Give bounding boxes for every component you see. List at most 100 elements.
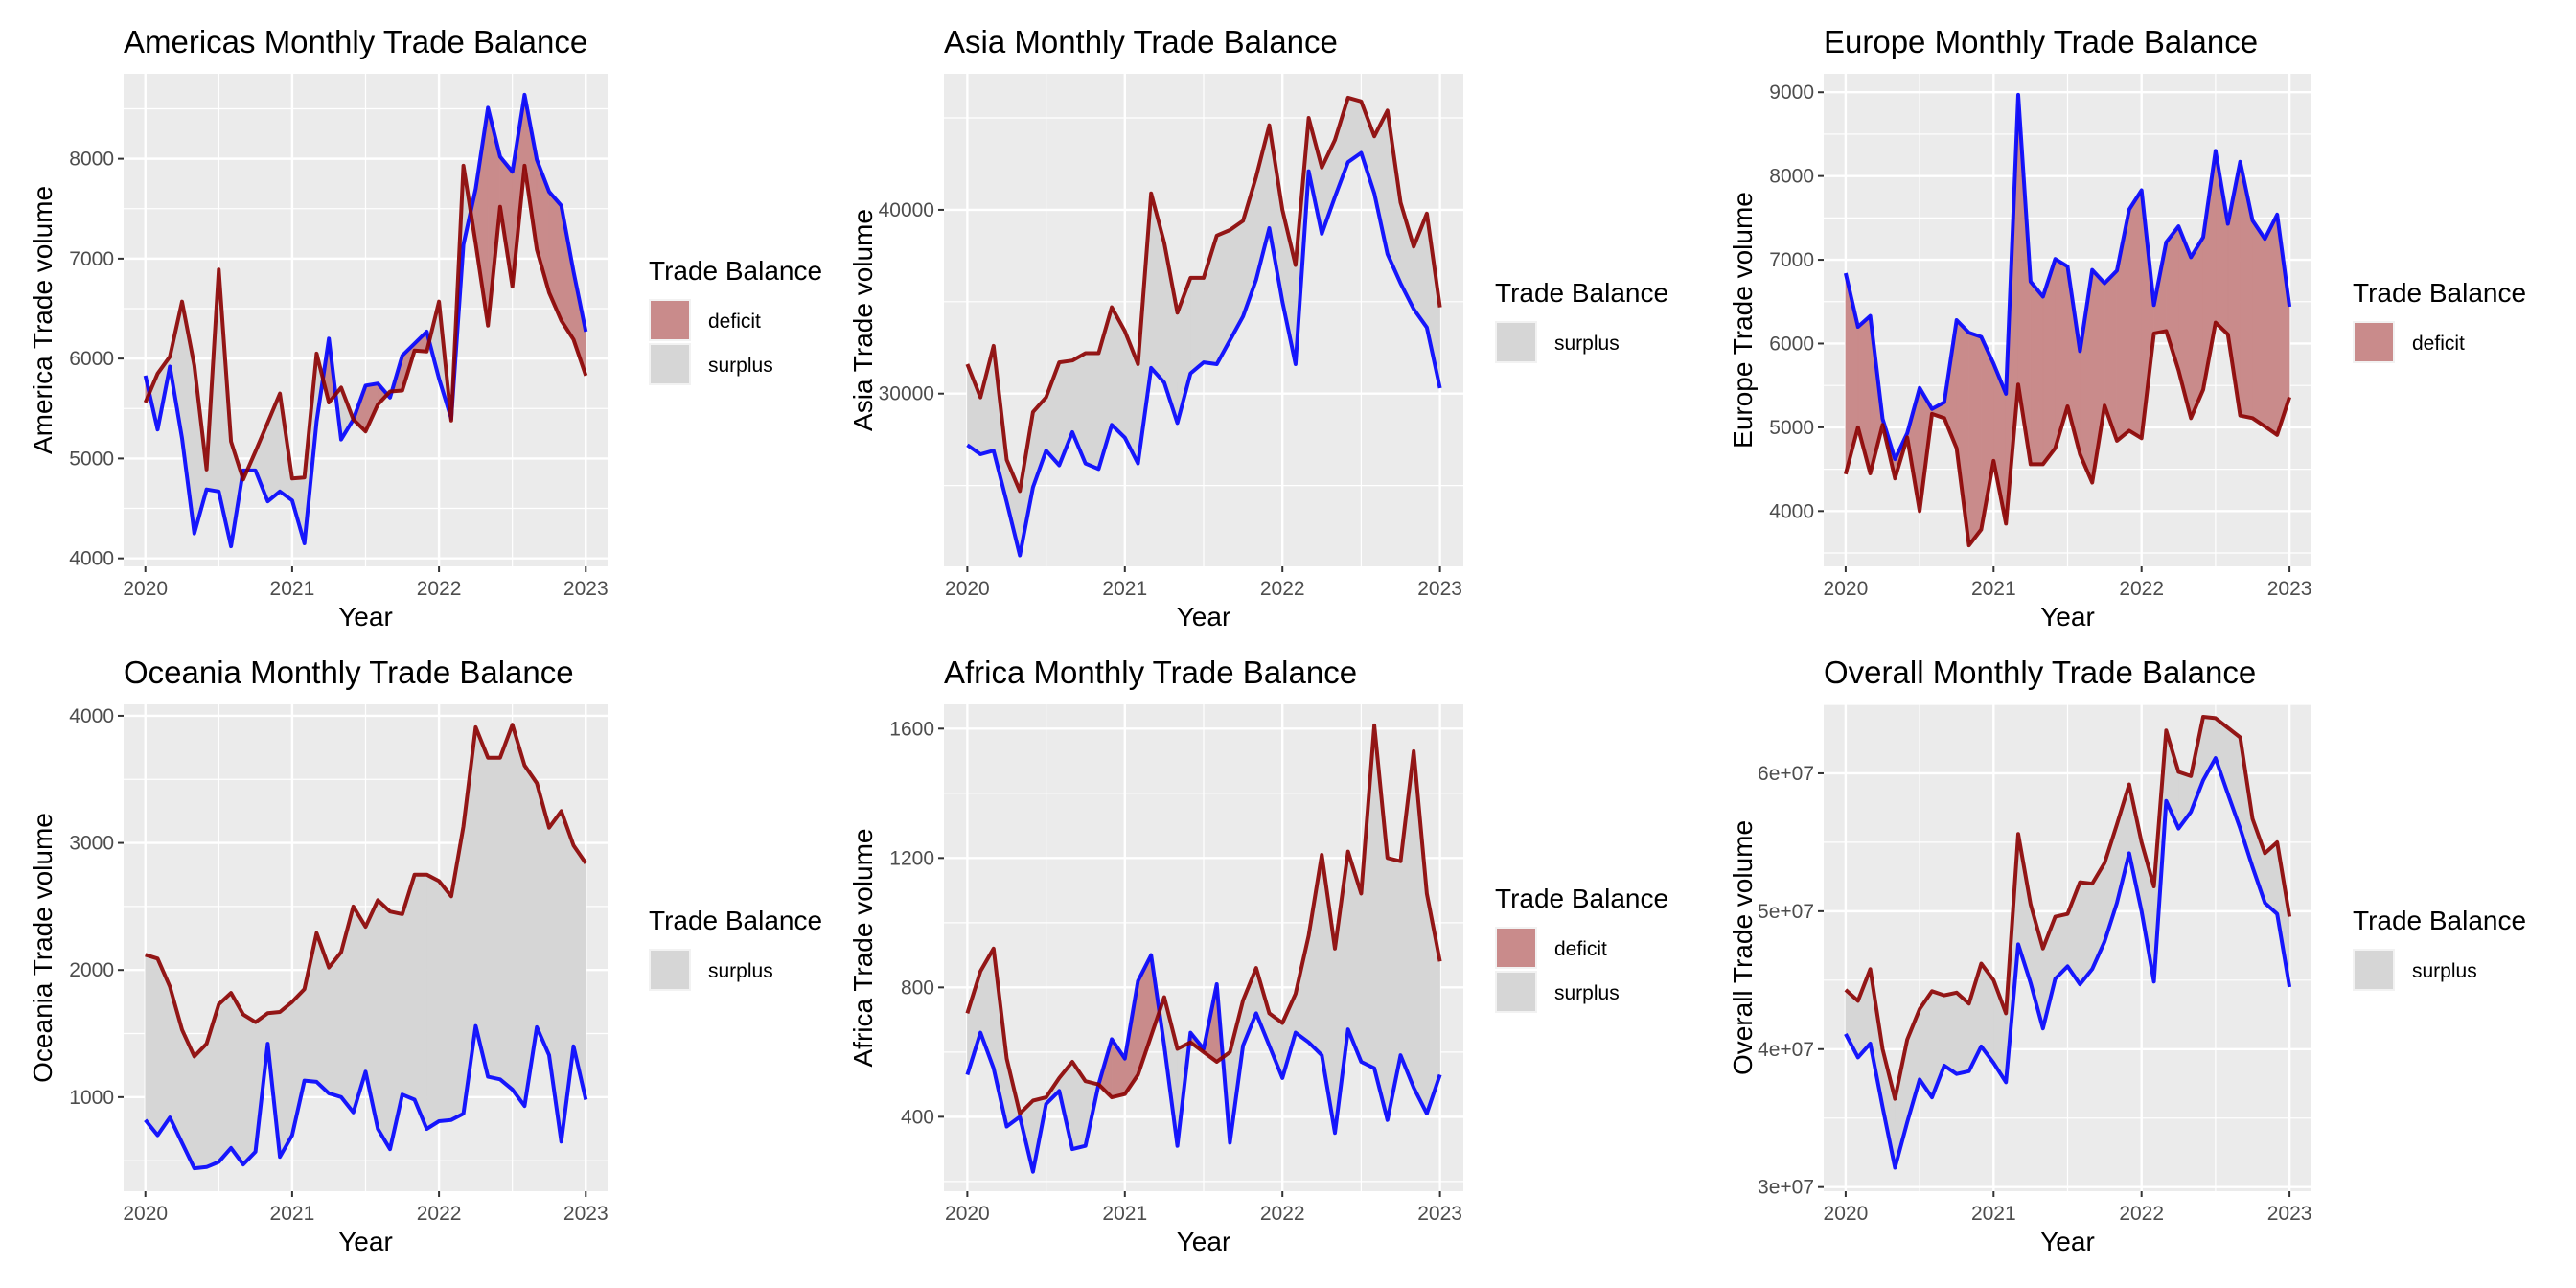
legend-title: Trade Balance <box>2353 278 2526 308</box>
y-tick-label: 4e+07 <box>1758 1039 1814 1061</box>
x-tick-label: 2022 <box>417 578 462 600</box>
x-tick-label: 2021 <box>270 578 315 600</box>
legend-label-deficit: deficit <box>1554 938 1607 960</box>
legend: Trade Balance surplus <box>2353 906 2526 991</box>
legend-label-deficit: deficit <box>2412 333 2465 355</box>
x-tick-label: 2022 <box>417 1203 462 1225</box>
surplus-area <box>242 1014 256 1165</box>
x-tick-label: 2022 <box>1260 578 1305 600</box>
surplus-area <box>414 874 427 1130</box>
deficit-area <box>1968 332 1982 546</box>
deficit-area <box>2030 281 2044 465</box>
y-tick-label: 6000 <box>69 348 114 370</box>
y-tick-label: 800 <box>901 977 934 999</box>
blue-series-line <box>966 150 1442 558</box>
y-tick-label: 8000 <box>69 149 114 171</box>
x-tick-label: 2020 <box>945 1203 990 1225</box>
surplus-area <box>1085 353 1099 470</box>
legend: Trade Balance surplus <box>649 906 822 991</box>
chart-title: Africa Monthly Trade Balance <box>944 655 1357 690</box>
blue-series-line <box>1844 756 2292 1170</box>
x-tick-label: 2022 <box>2119 1203 2164 1225</box>
x-axis-title: Year <box>1177 602 1231 632</box>
y-tick-label: 5000 <box>69 448 114 470</box>
x-axis-title: Year <box>2040 1227 2095 1256</box>
chart-title: Americas Monthly Trade Balance <box>124 24 587 59</box>
y-axis-title: Africa Trade volume <box>848 829 878 1068</box>
y-tick-label: 5000 <box>1769 417 1814 439</box>
x-tick-label: 2021 <box>1971 1203 2016 1225</box>
x-tick-label: 2020 <box>1824 1203 1869 1225</box>
chart-panel-oceania: 1000 2000 3000 4000 2020 2021 2022 2023 Oceania … <box>28 655 822 1256</box>
y-axis-title: Europe Trade volume <box>1728 192 1758 448</box>
legend-label-surplus: surplus <box>708 355 773 377</box>
surplus-area <box>230 992 244 1165</box>
surplus-area <box>512 724 525 1107</box>
surplus-area <box>1956 992 1969 1074</box>
legend-label-surplus: surplus <box>2412 960 2477 982</box>
blue-series-line <box>144 1024 588 1171</box>
y-tick-label: 4000 <box>1769 500 1814 522</box>
legend-label-deficit: deficit <box>708 310 761 333</box>
y-tick-label: 2000 <box>69 959 114 981</box>
x-tick-label: 2021 <box>1102 1203 1147 1225</box>
legend-title: Trade Balance <box>649 256 822 286</box>
legend-label-surplus: surplus <box>1554 333 1620 355</box>
surplus-area <box>1190 277 1205 375</box>
legend-label-surplus: surplus <box>708 960 773 982</box>
legend-key-deficit <box>2355 323 2393 361</box>
y-tick-label: 8000 <box>1769 166 1814 188</box>
surplus-area <box>499 724 513 1091</box>
deficit-area <box>2252 219 2266 427</box>
y-tick-label: 3e+07 <box>1758 1177 1814 1199</box>
surplus-area <box>426 874 440 1130</box>
surplus-area <box>145 954 158 1137</box>
x-tick-label: 2023 <box>2267 578 2312 600</box>
y-axis-title: Overall Trade volume <box>1728 820 1758 1075</box>
darkred-series-line <box>143 163 588 482</box>
x-axis-title: Year <box>1177 1227 1231 1256</box>
chart-panel-overall: 3e+07 4e+07 5e+07 6e+07 2020 2021 2022 2023 Over… <box>1728 655 2526 1256</box>
surplus-area <box>194 1043 207 1169</box>
y-tick-label: 1000 <box>69 1087 114 1109</box>
y-tick-label: 3000 <box>69 833 114 855</box>
x-axis-title: Year <box>338 1227 393 1256</box>
legend-key-surplus <box>1497 323 1535 361</box>
balance-fill-group <box>1845 716 2290 1168</box>
x-tick-label: 2021 <box>1102 578 1147 600</box>
legend: Trade Balance deficit <box>2353 278 2526 363</box>
legend: Trade Balance deficit surplus <box>649 256 822 385</box>
darkred-series-line <box>965 723 1442 1116</box>
x-axis-title: Year <box>2040 602 2095 632</box>
y-tick-label: 30000 <box>879 383 934 405</box>
y-tick-label: 9000 <box>1769 81 1814 104</box>
surplus-area <box>378 899 391 1151</box>
y-tick-label: 1600 <box>889 718 934 740</box>
y-axis-title: Asia Trade volume <box>848 209 878 431</box>
legend-title: Trade Balance <box>1495 884 1668 913</box>
x-tick-label: 2023 <box>564 1203 609 1225</box>
y-axis-title: Oceania Trade volume <box>28 813 58 1083</box>
x-tick-label: 2020 <box>123 1203 168 1225</box>
x-tick-label: 2021 <box>1971 578 2016 600</box>
y-tick-label: 4000 <box>69 548 114 570</box>
deficit-area <box>2128 189 2142 439</box>
surplus-area <box>218 992 232 1163</box>
legend: Trade Balance surplus <box>1495 278 1668 363</box>
surplus-area <box>1944 992 1957 1075</box>
y-tick-label: 7000 <box>1769 249 1814 271</box>
legend-key-deficit <box>1497 929 1535 967</box>
balance-fill-group <box>1845 94 2290 546</box>
legend-title: Trade Balance <box>2353 906 2526 935</box>
chart-panel-europe: 4000 5000 6000 7000 8000 9000 2020 2021 2022 2023… <box>1728 24 2526 632</box>
y-tick-label: 6e+07 <box>1758 763 1814 785</box>
x-tick-label: 2023 <box>564 578 609 600</box>
darkred-series-line <box>965 95 1442 494</box>
surplus-area <box>438 880 452 1122</box>
darkred-series-line <box>145 723 587 1059</box>
y-tick-label: 4000 <box>69 705 114 727</box>
chart-title: Europe Monthly Trade Balance <box>1824 24 2258 59</box>
surplus-area <box>487 757 501 1080</box>
surplus-area <box>279 1000 293 1159</box>
